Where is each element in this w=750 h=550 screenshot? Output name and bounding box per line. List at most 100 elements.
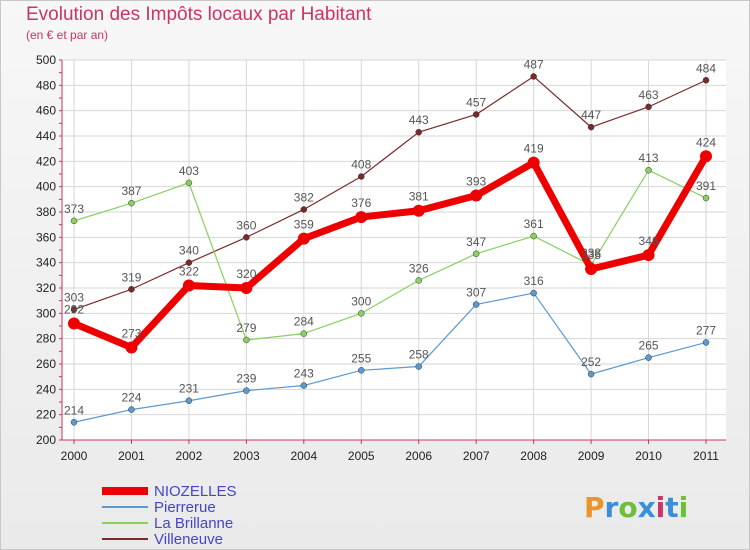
data-label-niozelles: 273 [121,327,141,341]
y-tick-label: 380 [36,205,56,219]
x-tick-label: 2006 [405,449,432,463]
y-tick-label: 440 [36,129,56,143]
data-point-la-brillanne [415,277,422,284]
data-point-la-brillanne [70,217,78,225]
y-tick-label: 460 [36,104,56,118]
data-label-la-brillanne: 347 [466,235,486,249]
x-tick-label: 2004 [290,449,317,463]
data-label-niozelles: 322 [179,264,199,278]
data-point-niozelles [125,341,138,354]
data-label-la-brillanne: 413 [639,151,659,165]
data-label-villeneuve: 382 [294,190,314,204]
data-point-villeneuve [185,259,193,266]
data-label-villeneuve: 463 [639,88,659,102]
data-label-pierrerue: 258 [409,348,429,362]
data-point-niozelles [297,232,310,245]
data-point-pierrerue [472,301,480,308]
data-point-pierrerue [587,370,595,378]
data-point-niozelles [412,204,425,217]
legend-label-villeneuve: Villeneuve [154,531,223,548]
data-label-pierrerue: 316 [524,274,544,288]
y-tick-label: 420 [36,154,56,168]
data-point-villeneuve [70,306,78,313]
data-point-villeneuve [128,286,135,293]
chart-title: Evolution des Impôts locaux par Habitant [26,4,372,25]
data-label-villeneuve: 484 [696,61,716,75]
y-tick-label: 340 [36,256,56,270]
data-label-niozelles: 320 [236,267,256,281]
y-tick-label: 300 [36,306,56,320]
y-tick-label: 240 [36,382,56,396]
y-tick-label: 360 [36,230,56,244]
data-label-villeneuve: 408 [351,158,371,172]
data-label-pierrerue: 239 [236,372,256,386]
legend-label-niozelles: NIOZELLES [154,483,237,500]
plot-area [62,60,726,440]
data-label-pierrerue: 243 [294,367,314,381]
series-line-la-brillanne [73,169,707,341]
y-tick-label: 500 [36,53,56,67]
data-label-niozelles: 393 [466,175,486,189]
data-label-pierrerue: 307 [466,285,486,299]
series-line-villeneuve [73,75,707,311]
data-label-la-brillanne: 284 [294,315,314,329]
data-point-niozelles [182,279,195,292]
data-label-villeneuve: 443 [409,113,429,127]
data-label-pierrerue: 231 [179,382,199,396]
data-point-niozelles [642,249,655,262]
data-point-niozelles [700,150,712,163]
data-label-la-brillanne: 403 [179,164,199,178]
data-point-niozelles [355,211,368,224]
data-point-la-brillanne [472,250,480,258]
data-point-niozelles [527,156,540,169]
y-tick-label: 200 [36,433,56,447]
data-label-pierrerue: 255 [351,351,371,365]
data-point-pierrerue [415,363,422,370]
x-tick-label: 2000 [61,449,88,463]
data-point-niozelles [470,189,483,202]
data-point-pierrerue [358,367,365,374]
data-label-niozelles: 381 [409,190,429,204]
data-label-pierrerue: 214 [64,403,84,417]
x-tick-label: 2003 [233,449,260,463]
data-point-la-brillanne [645,166,652,174]
data-point-niozelles [585,263,598,275]
data-label-villeneuve: 457 [466,95,486,109]
data-label-villeneuve: 360 [236,218,256,232]
data-point-pierrerue [702,339,710,346]
data-point-pierrerue [185,397,193,404]
data-point-pierrerue [300,382,308,389]
data-label-la-brillanne: 373 [64,202,84,216]
data-label-villeneuve: 340 [179,244,199,258]
data-point-la-brillanne [185,179,193,187]
data-point-niozelles [240,282,253,294]
x-tick-label: 2009 [578,449,605,463]
x-tick-label: 2011 [693,449,719,463]
proxiti-logo: Proxiti [584,491,688,524]
data-label-niozelles: 346 [639,234,659,248]
y-tick-label: 400 [36,180,56,194]
data-label-pierrerue: 277 [696,323,716,337]
data-label-niozelles: 335 [581,248,601,262]
data-point-la-brillanne [300,330,308,337]
data-label-la-brillanne: 326 [409,261,429,275]
series-line-niozelles [70,152,710,352]
x-tick-label: 2002 [176,449,203,463]
data-label-pierrerue: 252 [581,355,601,369]
data-point-la-brillanne [243,336,250,344]
data-label-villeneuve: 319 [121,270,141,284]
data-point-villeneuve [243,234,250,241]
x-tick-label: 2010 [635,449,662,463]
chart-subtitle: (en € et par an) [26,28,109,42]
data-point-villeneuve [472,111,480,118]
data-label-la-brillanne: 387 [121,184,141,198]
series-line-pierrerue [73,292,707,423]
x-tick-label: 2005 [348,449,375,463]
legend-label-pierrerue: Pierrerue [154,499,216,516]
data-point-pierrerue [128,406,135,413]
data-point-pierrerue [243,387,250,394]
y-tick-label: 280 [36,332,56,346]
data-label-pierrerue: 224 [121,391,141,405]
legend-label-la-brillanne: La Brillanne [154,515,233,532]
